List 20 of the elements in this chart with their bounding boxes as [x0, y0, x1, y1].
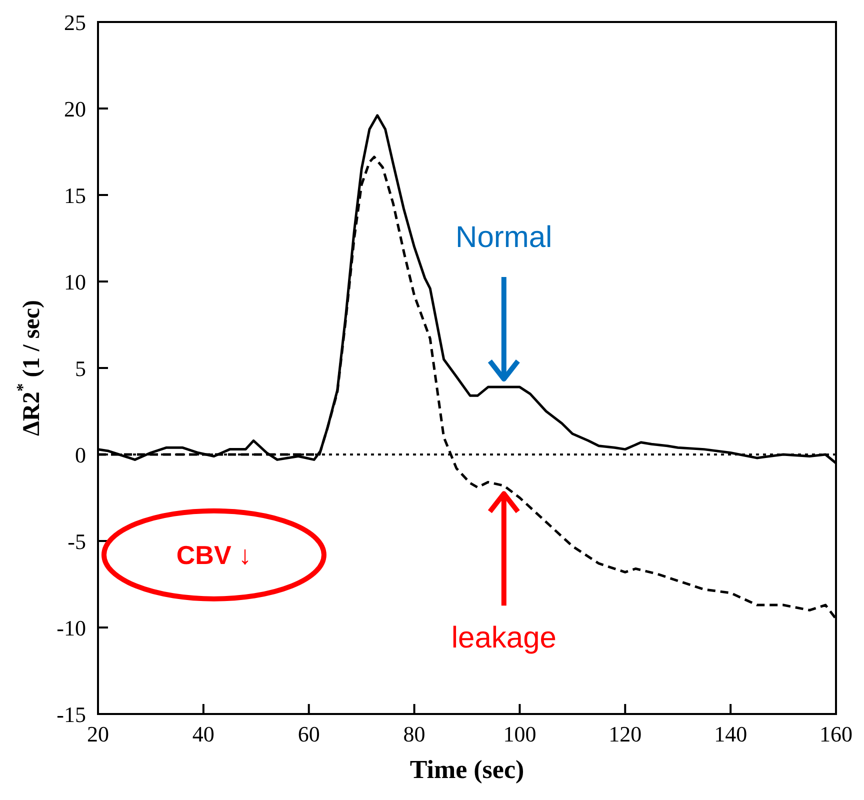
y-tick-label: 25: [64, 10, 86, 35]
y-tick-label: 20: [64, 96, 86, 122]
annotation: CBV ↓: [176, 540, 252, 570]
y-tick-label: -15: [56, 702, 86, 727]
annotation: Normal: [456, 221, 552, 254]
y-tick-label: 0: [75, 442, 86, 468]
x-tick-label: 60: [298, 722, 320, 747]
x-tick-label: 140: [714, 722, 748, 747]
x-tick-label: 40: [192, 722, 214, 747]
x-tick-label: 160: [820, 722, 852, 747]
y-tick-label: -5: [68, 528, 86, 554]
x-axis-title: Time (sec): [410, 755, 524, 784]
x-tick-label: 100: [503, 722, 536, 747]
x-tick-label: 80: [403, 722, 426, 747]
y-tick-label: 10: [64, 269, 86, 294]
x-tick-label: 120: [608, 722, 642, 747]
y-tick-label: 5: [75, 356, 86, 381]
y-tick-label: -10: [56, 615, 86, 640]
y-tick-label: 15: [64, 182, 86, 208]
annotation: leakage: [451, 622, 556, 655]
